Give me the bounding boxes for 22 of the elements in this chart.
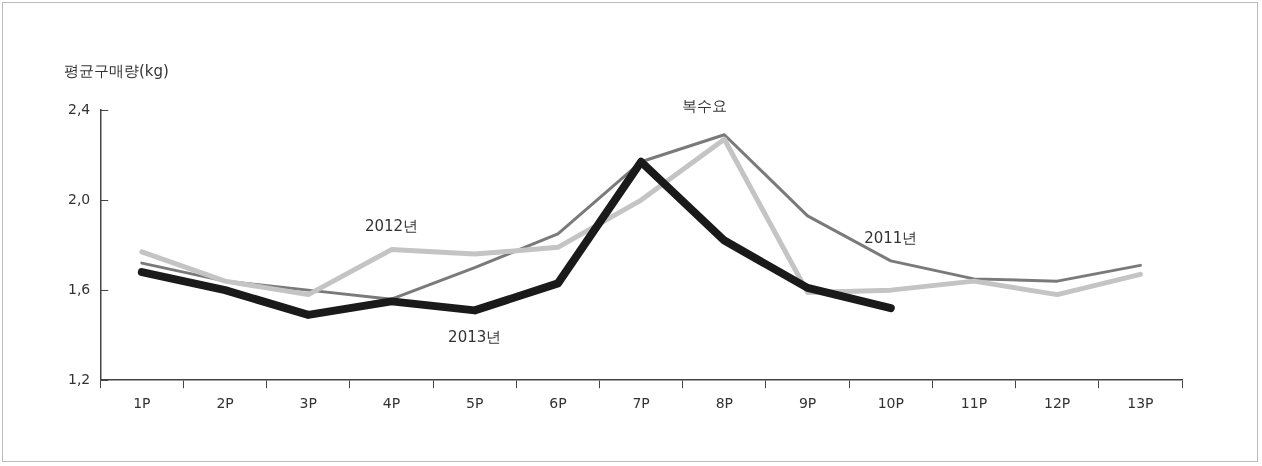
x-tick-label: 1P (133, 395, 151, 412)
x-tick-label: 12P (1044, 395, 1071, 412)
x-tick-label: 5P (466, 395, 484, 412)
x-tick-label: 3P (299, 395, 317, 412)
series-label: 2013년 (448, 328, 502, 347)
x-tick-label: 8P (715, 395, 734, 412)
x-tick-label: 2P (216, 395, 234, 412)
x-tick-label: 4P (382, 395, 401, 412)
x-tick-label: 6P (549, 395, 567, 412)
y-axis-title: 평균구매량(kg) (64, 62, 169, 81)
x-tick-label: 10P (877, 395, 904, 412)
y-tick-label: 2,4 (68, 100, 91, 117)
x-tick-label: 7P (632, 395, 650, 412)
x-tick-label: 11P (960, 395, 988, 412)
y-tick-label: 1,2 (68, 370, 91, 387)
series-label: 2012년 (364, 217, 419, 236)
y-tick-label: 1,6 (68, 280, 91, 297)
x-tick-label: 13P (1127, 395, 1154, 412)
x-tick-label: 9P (798, 395, 817, 412)
annotation: 복수요 (681, 96, 727, 115)
y-tick-label: 2,0 (68, 190, 91, 207)
series-label: 2011년 (864, 228, 918, 247)
